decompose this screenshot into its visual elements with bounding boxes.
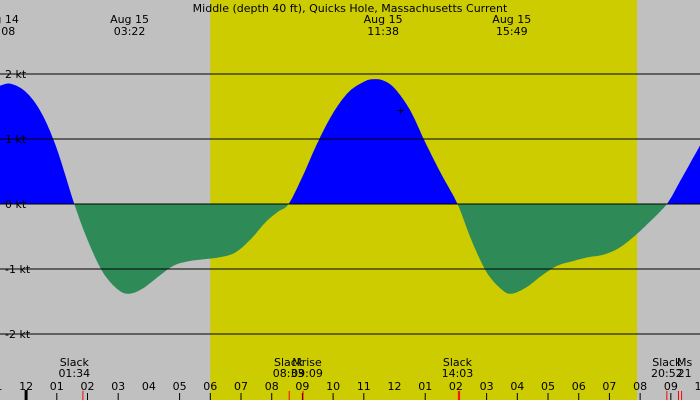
x-tick-label: 11 bbox=[357, 380, 371, 393]
y-tick-label: -2 kt bbox=[5, 328, 31, 341]
x-tick-label: 01 bbox=[50, 380, 64, 393]
x-tick-label: 12 bbox=[388, 380, 402, 393]
top-annotation-time: 11:38 bbox=[367, 25, 399, 38]
x-tick-label: 05 bbox=[541, 380, 555, 393]
chart-title: Middle (depth 40 ft), Quicks Hole, Massa… bbox=[193, 2, 508, 15]
marker: + bbox=[396, 104, 405, 117]
y-tick-label: 2 kt bbox=[5, 68, 27, 81]
top-annotation-time: 03:22 bbox=[114, 25, 146, 38]
bottom-annotation-label: Slack bbox=[274, 356, 304, 369]
x-tick-label: 03 bbox=[480, 380, 494, 393]
current-area bbox=[0, 79, 700, 294]
bottom-annotation-time: 21 bbox=[678, 367, 692, 380]
bottom-annotation-label: Slack bbox=[652, 356, 682, 369]
x-tick-label: 02 bbox=[81, 380, 95, 393]
flood-area bbox=[666, 145, 700, 204]
x-tick-label: 01 bbox=[418, 380, 432, 393]
y-tick-label: 0 kt bbox=[5, 198, 27, 211]
gridlines bbox=[0, 73, 700, 335]
top-annotation-date: Aug 15 bbox=[492, 13, 531, 26]
x-tick-label: 07 bbox=[602, 380, 616, 393]
bottom-annotation-time: 14:03 bbox=[442, 367, 474, 380]
bottom-annotations: Slack01:34Slack08:33Mrise09:09Slack14:03… bbox=[58, 356, 692, 380]
x-tick-label: 03 bbox=[111, 380, 125, 393]
x-tick-label: 12 bbox=[19, 380, 33, 393]
top-annotation-date: Aug 15 bbox=[364, 13, 403, 26]
x-tick-label: 06 bbox=[203, 380, 217, 393]
ebb-area bbox=[457, 204, 667, 294]
bottom-annotation-time: 08:33 bbox=[273, 367, 305, 380]
bottom-annotation-time: 09:09 bbox=[291, 367, 323, 380]
x-tick-label: 04 bbox=[510, 380, 524, 393]
x-tick-label: 06 bbox=[572, 380, 586, 393]
x-tick-label: 02 bbox=[449, 380, 463, 393]
bottom-annotation-time: 01:34 bbox=[58, 367, 90, 380]
x-tick-label: 09 bbox=[295, 380, 309, 393]
ebb-area bbox=[74, 204, 289, 294]
x-tick-label: 09 bbox=[664, 380, 678, 393]
top-annotation-time: 15:49 bbox=[496, 25, 528, 38]
top-annotation-date: Aug 15 bbox=[110, 13, 149, 26]
y-tick-label: 1 kt bbox=[5, 133, 27, 146]
bottom-annotation-label: Slack bbox=[60, 356, 90, 369]
x-tick-label: 10 bbox=[326, 380, 340, 393]
x-tick-label: 08 bbox=[633, 380, 647, 393]
x-tick-label: 10 bbox=[695, 380, 700, 393]
top-annotation-date: Aug 14 bbox=[0, 13, 19, 26]
x-tick-label: 08 bbox=[265, 380, 279, 393]
x-tick-label: 05 bbox=[173, 380, 187, 393]
bottom-annotation-label: Slack bbox=[443, 356, 473, 369]
bottom-annotation-label: Mrise bbox=[292, 356, 322, 369]
current-time-marker: + bbox=[396, 104, 405, 117]
y-tick-label: -1 kt bbox=[5, 263, 31, 276]
y-axis-tick-labels: 2 kt 1 kt 0 kt -1 kt -2 kt bbox=[5, 68, 31, 341]
flood-area bbox=[288, 79, 458, 204]
flood-area bbox=[0, 83, 75, 204]
x-axis-tick-labels: 11 12 01 02 03 04 05 06 07 08 09 10 11 12 01 02 03 04 05 06… bbox=[0, 380, 700, 400]
x-tick-label: 04 bbox=[142, 380, 156, 393]
bottom-annotation-time: 20:52 bbox=[651, 367, 683, 380]
x-tick-label: 07 bbox=[234, 380, 248, 393]
bottom-annotation-label: Ms bbox=[677, 356, 692, 369]
x-tick-label: 11 bbox=[0, 380, 2, 393]
top-annotation-time: 23:08 bbox=[0, 25, 15, 38]
